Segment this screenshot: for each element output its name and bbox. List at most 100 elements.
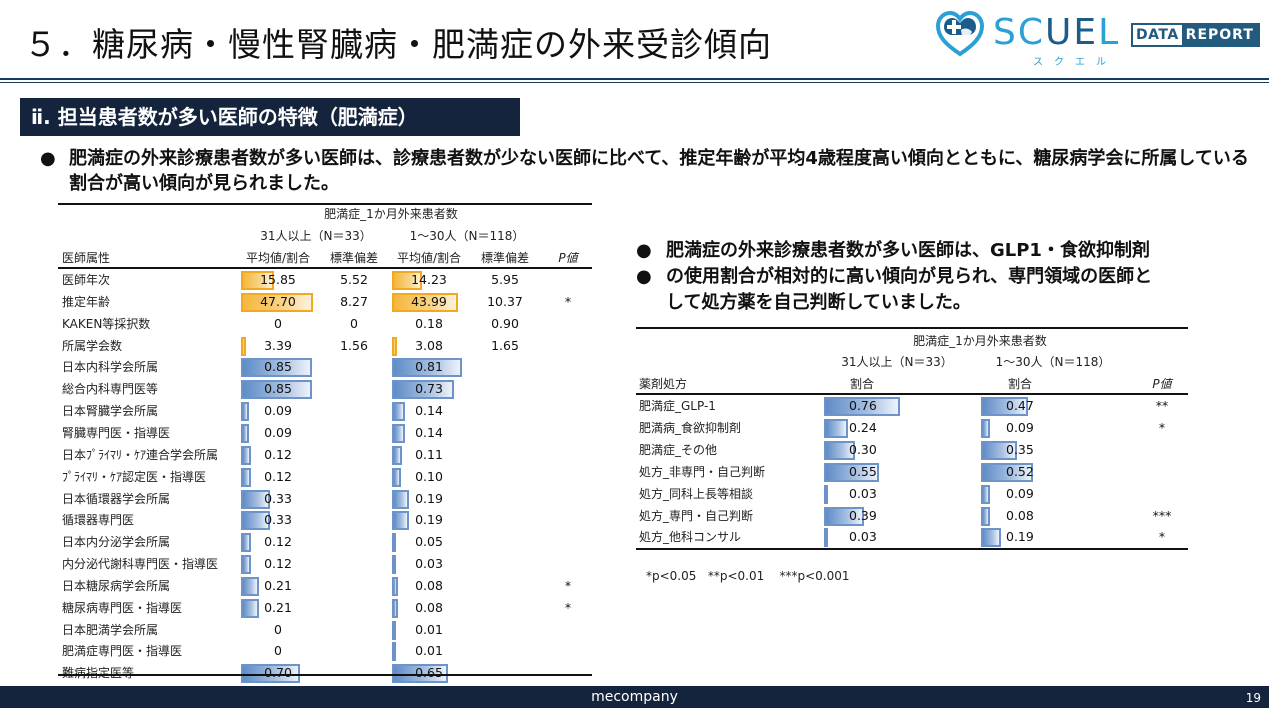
row-label: 肥満症_GLP-1 — [639, 399, 716, 413]
g1-value: 0.24 — [849, 420, 877, 435]
g2-value: 0.08 — [415, 578, 443, 593]
g1-value: 0.30 — [849, 442, 877, 457]
bar-g2 — [392, 533, 396, 552]
g2-value: 0.05 — [415, 534, 443, 549]
p-value: * — [1158, 529, 1166, 544]
bar-g2 — [392, 337, 397, 356]
table-header-rule — [636, 393, 1188, 395]
bar-g1 — [241, 555, 251, 574]
bar-g1 — [241, 468, 251, 487]
g2-value: 0.03 — [415, 556, 443, 571]
bar-g2 — [392, 599, 398, 618]
table-bottom-rule — [58, 674, 592, 676]
g1-value: 0.21 — [264, 578, 292, 593]
g2-value: 0.11 — [415, 447, 443, 462]
bar-g1 — [241, 358, 312, 377]
group2-header: 1～30人（N＝118） — [995, 355, 1111, 369]
table-top-rule — [636, 327, 1188, 329]
row-label: 循環器専門医 — [62, 513, 135, 527]
bar-g1 — [824, 419, 848, 438]
right-bullet-text: 肥満症の外来診療患者数が多い医師は、GLP1・食欲抑制剤 — [666, 240, 1150, 261]
g1-value: 0.09 — [264, 403, 292, 418]
g1-value: 0.70 — [264, 665, 292, 680]
row-label: 日本ﾌﾟﾗｲﾏﾘ・ｹｱ連合学会所属 — [62, 448, 219, 462]
g2-value: 43.99 — [411, 294, 447, 309]
g2-value: 0.47 — [1006, 398, 1034, 413]
g2-value: 0.14 — [415, 403, 443, 418]
bar-g2 — [392, 271, 422, 290]
bar-g2 — [981, 463, 1033, 482]
col-header-g1-mean: 平均値/割合 — [245, 251, 311, 265]
bar-g1 — [241, 577, 259, 596]
bar-g2 — [392, 468, 401, 487]
bar-g2 — [392, 621, 396, 640]
group-header: 肥満症_1か月外来患者数 — [324, 207, 458, 221]
row-label: 日本糖尿病学会所属 — [62, 579, 171, 593]
title-divider-thin — [0, 82, 1269, 83]
g1-value: 0.09 — [264, 425, 292, 440]
bar-g2 — [981, 397, 1028, 416]
bullet-icon: ● — [636, 266, 652, 287]
row-label: 日本内分泌学会所属 — [62, 535, 171, 549]
bar-g2 — [981, 507, 990, 526]
col-header-g2-sd: 標準偏差 — [480, 251, 529, 265]
col-header-p-value: P値 — [1152, 377, 1172, 391]
p-value: ** — [1155, 398, 1169, 413]
col-header-g1-ratio: 割合 — [849, 377, 874, 391]
col-header-attribute: 医師属性 — [62, 251, 111, 265]
row-label: 肥満病_食欲抑制剤 — [639, 421, 742, 435]
p-value: * — [564, 600, 572, 615]
g1-value: 0.03 — [849, 529, 877, 544]
row-label: 所属学会数 — [62, 339, 123, 353]
bar-g2 — [392, 358, 462, 377]
bar-g1 — [824, 528, 828, 547]
table-header-rule — [58, 267, 592, 269]
g1-value: 0.12 — [264, 447, 292, 462]
bar-g1 — [241, 271, 274, 290]
bar-g2 — [392, 555, 396, 574]
main-bullet-text: 肥満症の外来診療患者数が多い医師は、診療患者数が少ない医師に比べて、推定年齢が平… — [69, 148, 1249, 194]
bar-g1 — [241, 424, 249, 443]
g1-value: 0 — [274, 622, 282, 637]
col-header-g1-sd: 標準偏差 — [329, 251, 378, 265]
table-bottom-rule — [636, 548, 1188, 550]
g1-value: 0.76 — [849, 398, 877, 413]
g2-value: 0.14 — [415, 425, 443, 440]
g1-value: 3.39 — [264, 338, 292, 353]
g2-value: 0.08 — [415, 600, 443, 615]
p-value: * — [564, 294, 572, 309]
g1-value: 0.12 — [264, 469, 292, 484]
g2-value: 0.08 — [1006, 508, 1034, 523]
bar-g1 — [241, 533, 251, 552]
row-label: ﾌﾟﾗｲﾏﾘ・ｹｱ認定医・指導医 — [62, 470, 207, 484]
col-header-g2-ratio: 割合 — [1007, 377, 1032, 391]
bar-g1 — [824, 441, 855, 460]
g1-value: 0.21 — [264, 600, 292, 615]
row-label: 内分泌代謝科専門医・指導医 — [62, 557, 219, 571]
g1-value: 0.12 — [264, 556, 292, 571]
g2-value: 0.09 — [1006, 486, 1034, 501]
bar-g2 — [392, 402, 405, 421]
g2-value: 0.81 — [415, 359, 443, 374]
row-label: 総合内科専門医等 — [62, 382, 159, 396]
bar-g2 — [392, 293, 458, 312]
page-number: 19 — [1245, 691, 1261, 705]
g1-sd: 8.27 — [340, 294, 368, 309]
g2-value: 0.19 — [1006, 529, 1034, 544]
bar-g1 — [824, 463, 879, 482]
row-label: 処方_他科コンサル — [639, 530, 742, 544]
bullet-icon: ● — [40, 148, 56, 169]
bar-g1 — [241, 511, 270, 530]
table-top-rule — [58, 203, 592, 205]
row-label: 処方_非専門・自己判断 — [639, 465, 766, 479]
logo-wordmark: SCUEL — [993, 12, 1121, 53]
g1-value: 0.55 — [849, 464, 877, 479]
g2-value: 0.01 — [415, 622, 443, 637]
bar-g1 — [241, 599, 259, 618]
g1-sd: 0 — [350, 316, 358, 331]
bar-g1 — [241, 664, 300, 683]
p-value: * — [1158, 420, 1166, 435]
bar-g2 — [392, 664, 448, 683]
g1-value: 0.85 — [264, 359, 292, 374]
g2-value: 0.35 — [1006, 442, 1034, 457]
